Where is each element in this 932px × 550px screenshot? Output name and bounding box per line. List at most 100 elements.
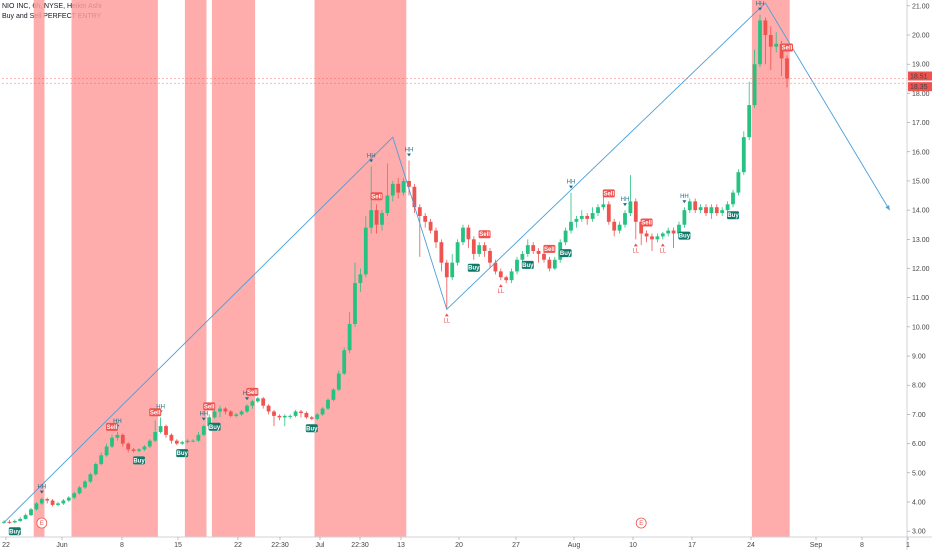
y-tick-label: 5.00 xyxy=(912,470,926,477)
sell-tag-label: Sell xyxy=(150,410,161,416)
buy-signal: Buy xyxy=(133,456,145,465)
y-tick-label: 20.00 xyxy=(912,33,930,40)
candle xyxy=(131,447,136,453)
sell-signal: Sell xyxy=(203,402,216,411)
candle-body xyxy=(569,221,573,231)
candle xyxy=(585,213,590,225)
candle-body xyxy=(29,509,33,516)
candle-body xyxy=(477,245,482,254)
candle-body xyxy=(120,434,125,444)
candle xyxy=(741,131,746,176)
candle-body xyxy=(596,207,600,214)
candle-body xyxy=(763,20,768,36)
price-label: 18.35 xyxy=(910,84,928,91)
candle xyxy=(552,256,557,270)
candle xyxy=(336,370,341,392)
candle xyxy=(720,207,725,216)
candle xyxy=(320,407,325,416)
hh-label: HH xyxy=(199,412,208,418)
buy-tag-label: Buy xyxy=(679,234,691,240)
candle-body xyxy=(390,183,395,196)
candle xyxy=(633,198,638,240)
candle xyxy=(574,215,579,228)
candle xyxy=(477,242,482,257)
highlight-band xyxy=(184,0,207,537)
candle xyxy=(315,412,320,421)
candle-body xyxy=(704,207,708,214)
candle xyxy=(547,256,552,272)
candle xyxy=(482,242,487,257)
candle-body xyxy=(218,408,222,412)
candle-body xyxy=(504,277,509,281)
candle-body xyxy=(174,440,179,444)
candle-body xyxy=(207,417,212,427)
candle-body xyxy=(153,431,158,441)
earnings-marker: E xyxy=(635,517,647,529)
candle-body xyxy=(768,35,773,47)
candle-body xyxy=(531,245,536,251)
candle xyxy=(542,250,546,263)
candle-body xyxy=(671,230,676,234)
candle xyxy=(309,415,314,421)
earnings-marker: E xyxy=(36,517,48,529)
y-tick-label: 9.00 xyxy=(912,354,926,361)
candle xyxy=(250,399,255,409)
candle xyxy=(455,239,460,266)
candle-body xyxy=(423,215,428,222)
candle xyxy=(531,242,536,254)
candle xyxy=(671,227,676,249)
candle-body xyxy=(774,43,779,47)
x-tick-label: 20 xyxy=(455,542,463,549)
candle xyxy=(115,431,120,441)
candle xyxy=(288,414,293,419)
candle xyxy=(655,233,660,243)
candle-body xyxy=(677,224,681,234)
candle xyxy=(93,462,98,476)
sell-tag xyxy=(246,387,259,396)
candle-body xyxy=(18,518,23,521)
sell-tag-label: Sell xyxy=(479,232,490,238)
candle xyxy=(218,405,222,418)
candle-body xyxy=(315,414,320,419)
buy-tag-label: Buy xyxy=(468,266,480,272)
candle-body xyxy=(110,437,114,447)
candle-body xyxy=(498,271,503,278)
candle xyxy=(104,443,109,457)
candle xyxy=(77,485,82,495)
candle-body xyxy=(201,426,206,435)
candle xyxy=(255,396,260,403)
ll-marker xyxy=(498,284,503,288)
highlight-band xyxy=(33,0,45,537)
ll-label: LL xyxy=(659,248,666,254)
candle-body xyxy=(61,500,66,504)
candle-body xyxy=(266,405,271,412)
candle xyxy=(736,169,741,196)
ll-marker xyxy=(633,243,638,247)
x-tick-label: Aug xyxy=(568,542,581,549)
hh-label: HH xyxy=(567,180,576,186)
ll-marker xyxy=(444,313,449,317)
buy-signal: Buy xyxy=(176,449,189,458)
candle xyxy=(180,440,185,446)
candle xyxy=(45,497,50,504)
buy-tag xyxy=(305,424,318,433)
y-tick-label: 13.00 xyxy=(912,237,930,244)
candle-body xyxy=(579,215,584,219)
candle-body xyxy=(142,446,147,450)
y-tick-label: 4.00 xyxy=(912,499,926,506)
candle-body xyxy=(331,389,336,400)
buy-tag xyxy=(521,260,534,269)
sell-signal: Sell xyxy=(543,244,556,253)
sell-tag xyxy=(602,189,615,198)
candle-body xyxy=(72,493,77,498)
candle xyxy=(385,163,390,216)
x-tick-label: 22 xyxy=(2,542,10,549)
candle-body xyxy=(77,487,82,494)
buy-tag-label: Buy xyxy=(306,426,318,432)
highlight-band xyxy=(211,0,256,537)
candle-body xyxy=(434,230,438,243)
candle-body xyxy=(650,236,654,240)
zigzag-arrowhead xyxy=(885,205,890,211)
candle-body xyxy=(736,172,741,193)
